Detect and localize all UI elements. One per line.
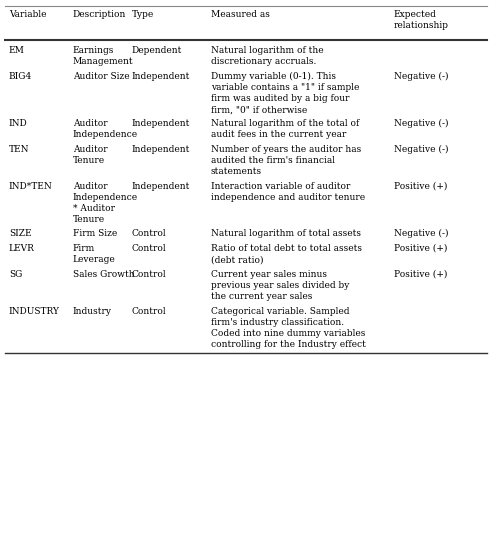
Text: Negative (-): Negative (-) [394, 228, 448, 238]
Text: Industry: Industry [73, 306, 112, 316]
Text: Control: Control [132, 244, 166, 253]
Text: Ratio of total debt to total assets
(debt ratio): Ratio of total debt to total assets (deb… [211, 244, 362, 264]
Text: Auditor
Tenure: Auditor Tenure [73, 145, 107, 165]
Text: Firm Size: Firm Size [73, 228, 117, 237]
Text: Current year sales minus
previous year sales divided by
the current year sales: Current year sales minus previous year s… [211, 270, 349, 301]
Text: Auditor
Independence: Auditor Independence [73, 119, 138, 139]
Text: Auditor Size: Auditor Size [73, 72, 129, 81]
Text: LEVR: LEVR [9, 244, 35, 253]
Text: Dependent: Dependent [132, 46, 182, 55]
Text: Positive (+): Positive (+) [394, 244, 447, 253]
Text: EM: EM [9, 46, 25, 55]
Text: Independent: Independent [132, 181, 190, 190]
Text: Number of years the auditor has
audited the firm's financial
statements: Number of years the auditor has audited … [211, 145, 361, 176]
Text: BIG4: BIG4 [9, 72, 32, 81]
Text: Independent: Independent [132, 72, 190, 81]
Text: Earnings
Management: Earnings Management [73, 46, 133, 66]
Text: SG: SG [9, 270, 22, 279]
Text: Natural logarithm of the
discretionary accruals.: Natural logarithm of the discretionary a… [211, 46, 323, 66]
Text: Independent: Independent [132, 145, 190, 154]
Text: Negative (-): Negative (-) [394, 145, 448, 154]
Text: Natural logarithm of total assets: Natural logarithm of total assets [211, 228, 361, 237]
Text: Auditor
Independence
* Auditor
Tenure: Auditor Independence * Auditor Tenure [73, 181, 138, 224]
Text: INDUSTRY: INDUSTRY [9, 306, 60, 316]
Text: Dummy variable (0-1). This
variable contains a "1" if sample
firm was audited by: Dummy variable (0-1). This variable cont… [211, 72, 359, 114]
Text: Interaction variable of auditor
independence and auditor tenure: Interaction variable of auditor independ… [211, 181, 365, 202]
Text: Independent: Independent [132, 119, 190, 128]
Text: Sales Growth: Sales Growth [73, 270, 134, 279]
Text: Control: Control [132, 228, 166, 237]
Text: Expected
relationship: Expected relationship [394, 10, 449, 30]
Text: IND*TEN: IND*TEN [9, 181, 53, 190]
Text: Positive (+): Positive (+) [394, 181, 447, 190]
Text: Negative (-): Negative (-) [394, 119, 448, 128]
Text: Firm
Leverage: Firm Leverage [73, 244, 116, 264]
Text: Categorical variable. Sampled
firm's industry classification.
Coded into nine du: Categorical variable. Sampled firm's ind… [211, 306, 366, 349]
Text: Type: Type [132, 10, 154, 19]
Text: SIZE: SIZE [9, 228, 31, 237]
Text: Control: Control [132, 306, 166, 316]
Text: Negative (-): Negative (-) [394, 72, 448, 81]
Text: Natural logarithm of the total of
audit fees in the current year: Natural logarithm of the total of audit … [211, 119, 359, 139]
Text: TEN: TEN [9, 145, 30, 154]
Text: Positive (+): Positive (+) [394, 270, 447, 279]
Text: Variable: Variable [9, 10, 46, 19]
Text: Measured as: Measured as [211, 10, 270, 19]
Text: Control: Control [132, 270, 166, 279]
Text: Description: Description [73, 10, 126, 19]
Text: IND: IND [9, 119, 28, 128]
